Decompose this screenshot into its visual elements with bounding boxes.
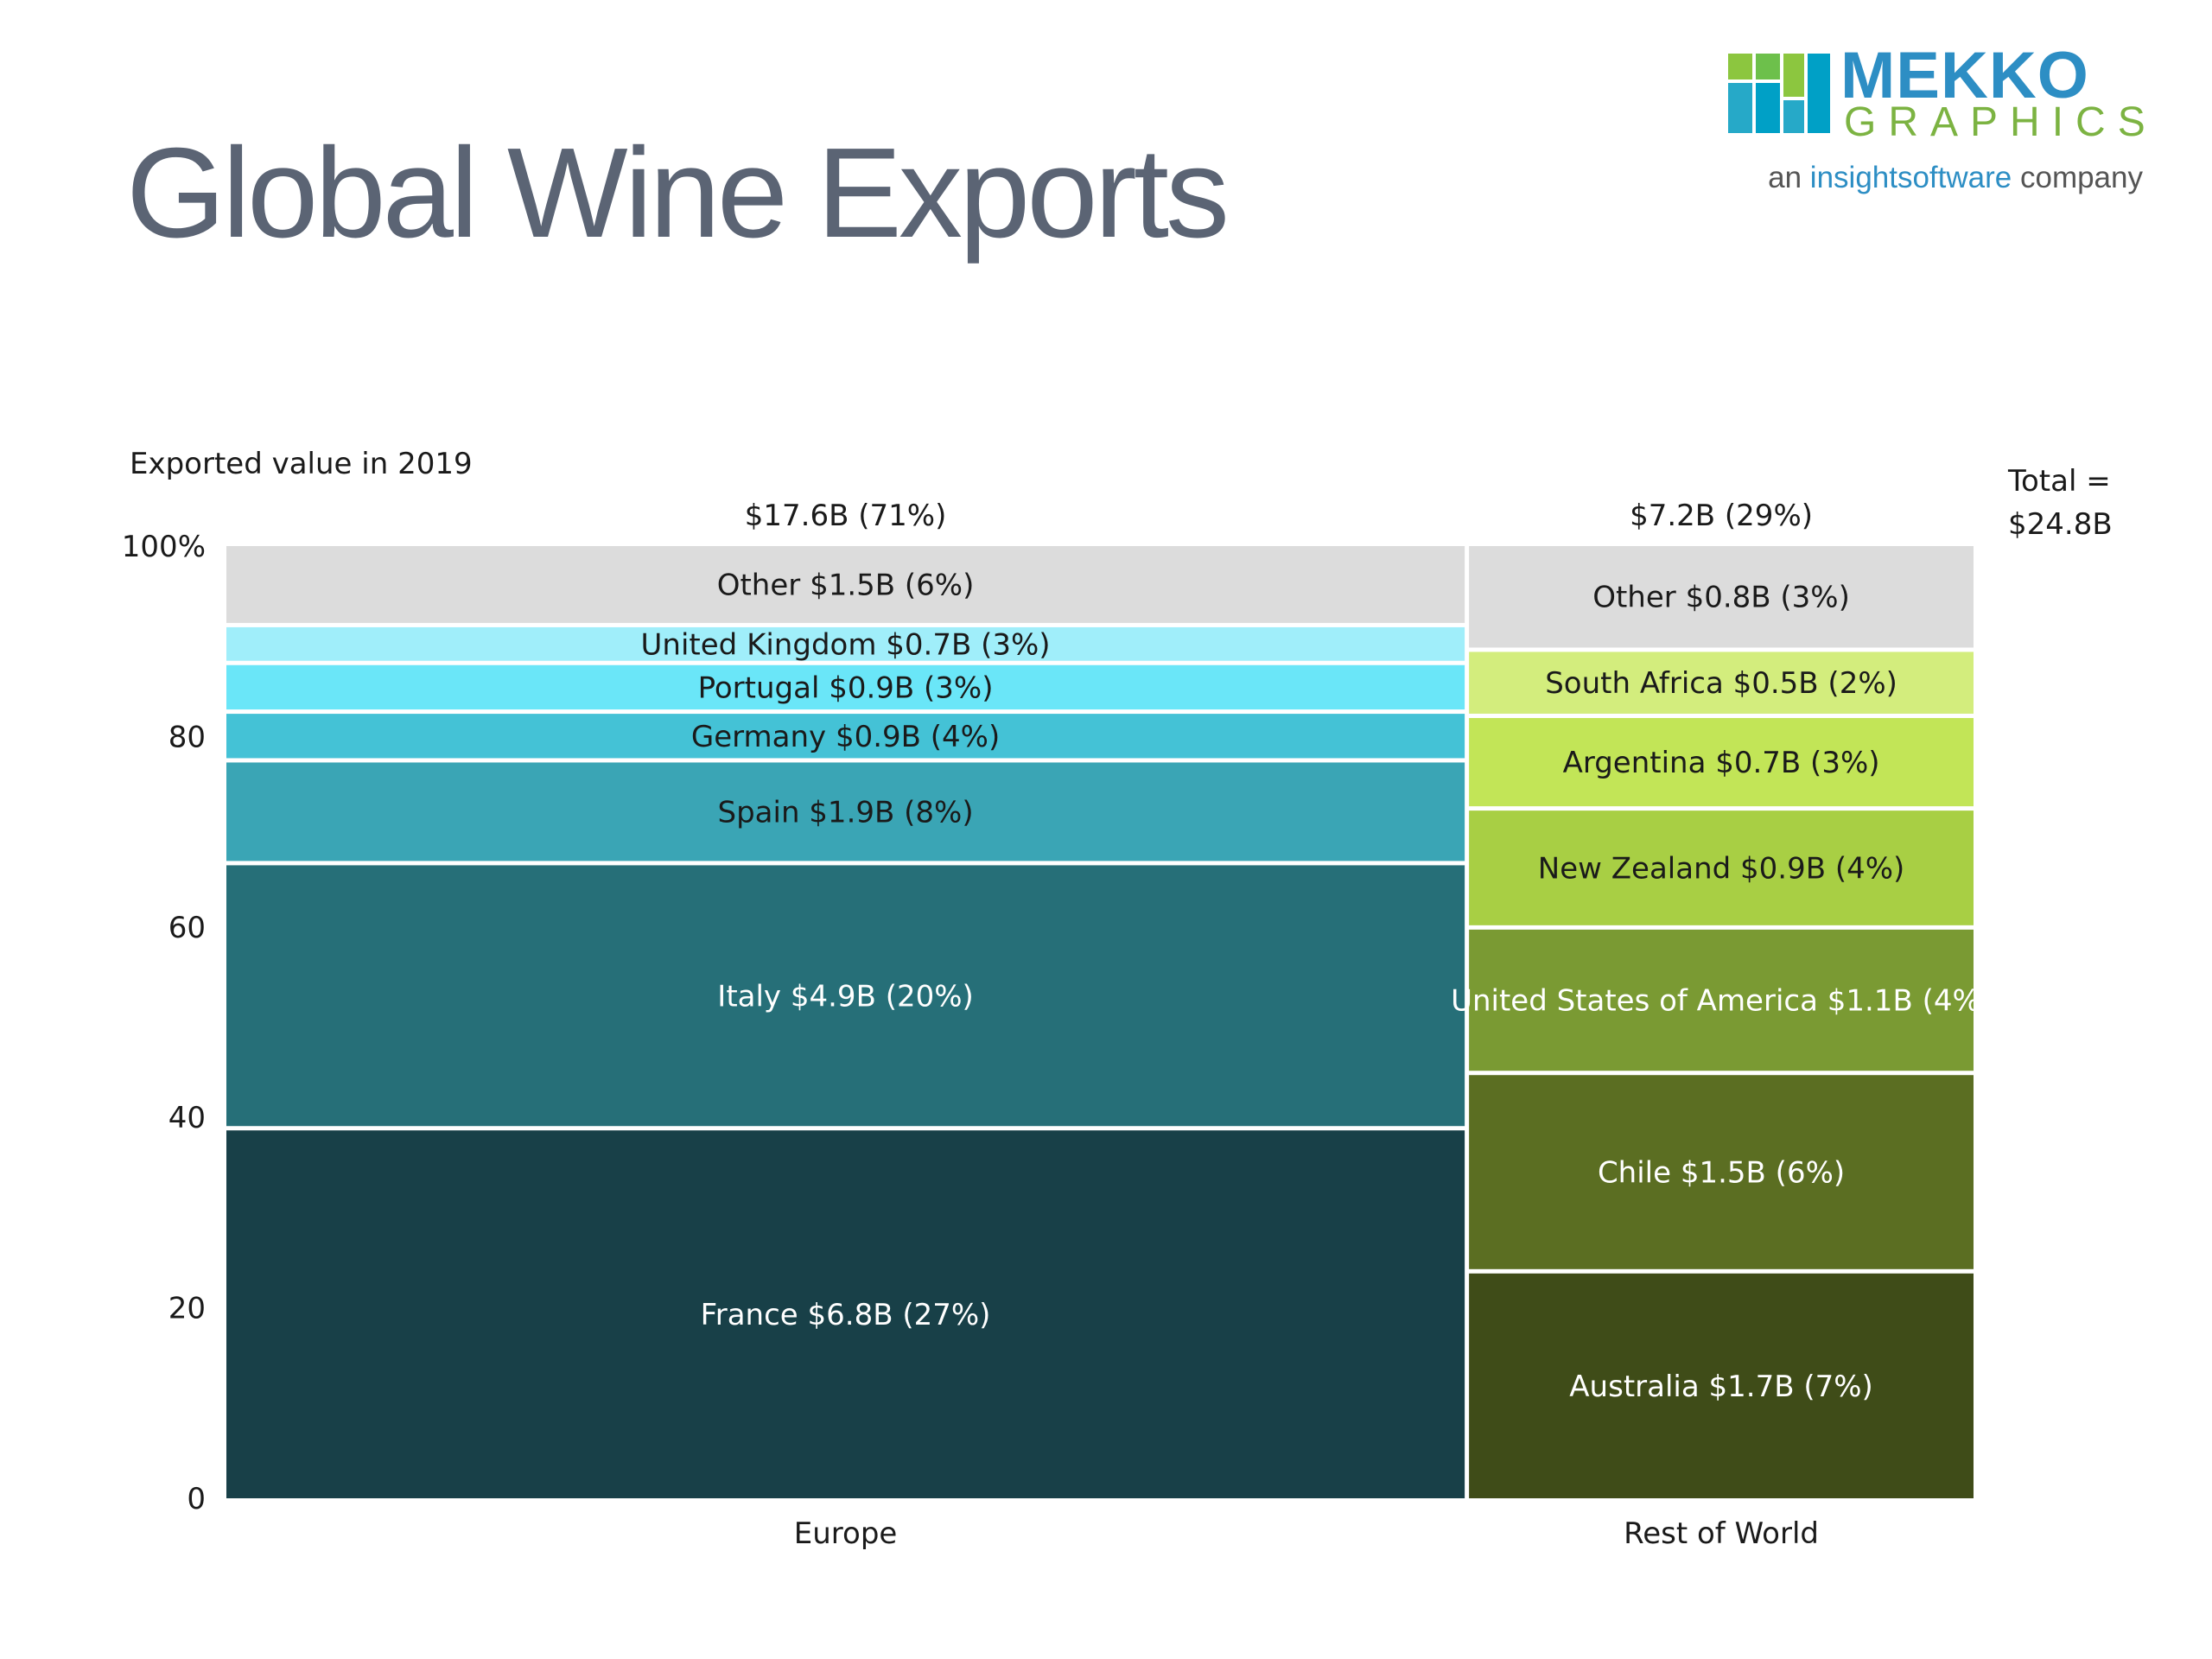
- total-value: $24.8B: [2008, 507, 2113, 542]
- mekko-segment: [226, 546, 1465, 623]
- category-label: Europe: [794, 1516, 898, 1551]
- segment-label: Spain $1.9B (8%): [718, 795, 974, 830]
- y-tick-label: 0: [187, 1482, 206, 1516]
- segment-label: Australia $1.7B (7%): [1569, 1370, 1873, 1404]
- tagline-suffix: company: [2012, 161, 2143, 194]
- category-label: Rest of World: [1624, 1516, 1819, 1551]
- mekko-segment: [1469, 1075, 1974, 1269]
- chart-subtitle: Exported value in 2019: [130, 447, 473, 481]
- mekko-segment: [226, 664, 1465, 710]
- segment-label: Italy $4.9B (20%): [717, 979, 974, 1014]
- y-tick-label: 100%: [122, 530, 206, 564]
- mekko-segment: [1469, 652, 1974, 714]
- y-tick-label: 60: [168, 911, 206, 945]
- y-tick-label: 80: [168, 720, 206, 754]
- segment-label: Portugal $0.9B (3%): [698, 671, 994, 705]
- mekko-segment: [226, 626, 1465, 661]
- tagline-brand: insightsoftware: [1809, 161, 2012, 194]
- tagline-prefix: an: [1768, 161, 1810, 194]
- total-label: Total =: [2007, 464, 2111, 499]
- brand-name: MEKKO: [1840, 39, 2089, 112]
- column-header: $7.2B (29%): [1630, 499, 1813, 533]
- mekko-segment: [226, 865, 1465, 1127]
- segment-label: France $6.8B (27%): [701, 1298, 991, 1332]
- mekko-segment: [226, 714, 1465, 759]
- segment-label: Other $1.5B (6%): [717, 568, 975, 602]
- brand-tagline: an insightsoftware company: [1728, 162, 2143, 193]
- mekko-segment: [1469, 717, 1974, 807]
- segment-label: Other $0.8B (3%): [1592, 581, 1850, 615]
- column-header: $17.6B (71%): [745, 499, 947, 533]
- mekko-segment: [226, 762, 1465, 861]
- segment-label: United States of America $1.1B (4%): [1451, 984, 1992, 1019]
- segment-label: New Zealand $0.9B (4%): [1538, 851, 1905, 886]
- segment-label: United Kingdom $0.7B (3%): [641, 627, 1051, 662]
- brand-subname: GRAPHICS: [1844, 99, 2158, 145]
- segment-label: South Africa $0.5B (2%): [1545, 666, 1897, 701]
- mekko-graphics-logo: [1728, 54, 1830, 133]
- segment-label: Chile $1.5B (6%): [1598, 1156, 1845, 1191]
- page-title: Global Wine Exports: [126, 122, 1230, 264]
- mekko-segment: [1469, 546, 1974, 648]
- segment-label: Argentina $0.7B (3%): [1563, 746, 1880, 780]
- y-tick-label: 40: [168, 1101, 206, 1135]
- mekko-segment: [226, 1130, 1465, 1498]
- mekko-segment: [1469, 810, 1974, 925]
- segment-label: Germany $0.9B (4%): [691, 720, 1000, 754]
- y-tick-label: 20: [168, 1292, 206, 1326]
- mekko-segment: [1469, 1273, 1974, 1498]
- mekko-segment: [1469, 929, 1974, 1071]
